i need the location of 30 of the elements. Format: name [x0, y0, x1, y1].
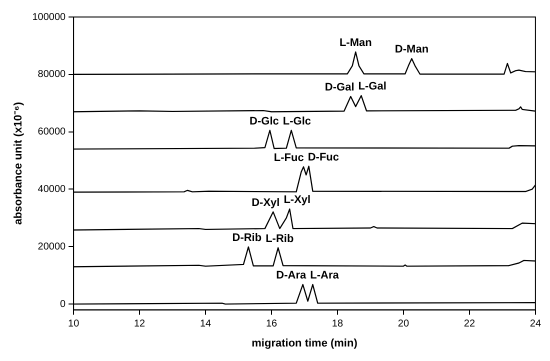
annotation: D-Fuc: [308, 151, 340, 164]
annotation: L-Ara: [310, 270, 340, 282]
x-tick-label: 22: [464, 318, 476, 330]
y-tick-label: 100000: [32, 12, 66, 23]
annotation: D-Gal: [324, 82, 354, 94]
y-tick-label: 0: [60, 298, 66, 310]
annotation: L-Glc: [282, 115, 312, 128]
y-tick-label: 60000: [38, 126, 66, 138]
x-tick-label: 14: [200, 318, 212, 330]
y-axis-title: absorbance unit (x10⁻⁶): [12, 102, 25, 225]
x-tick-label: 20: [398, 318, 410, 330]
annotation: L-Rib: [266, 232, 294, 245]
x-axis-title: migration time (min): [252, 337, 358, 350]
y-tick-label: 40000: [38, 184, 66, 195]
annotation: D-Glc: [250, 115, 279, 128]
x-tick-label: 18: [332, 318, 344, 330]
annotation: D-Rib: [232, 232, 262, 244]
annotation: L-Gal: [358, 80, 386, 93]
y-tick-label: 20000: [38, 241, 66, 252]
annotation: L-Xyl: [284, 194, 311, 206]
annotation: D-Xyl: [252, 196, 280, 209]
annotation: L-Fuc: [274, 152, 304, 164]
x-tick-label: 24: [530, 318, 542, 330]
annotation: D-Ara: [276, 270, 307, 282]
x-tick-label: 12: [134, 318, 146, 330]
x-tick-label: 16: [266, 318, 278, 330]
annotation: L-Man: [339, 37, 372, 50]
y-tick-label: 80000: [38, 69, 66, 80]
x-tick-label: 10: [68, 318, 80, 330]
annotation: D-Man: [394, 44, 429, 56]
